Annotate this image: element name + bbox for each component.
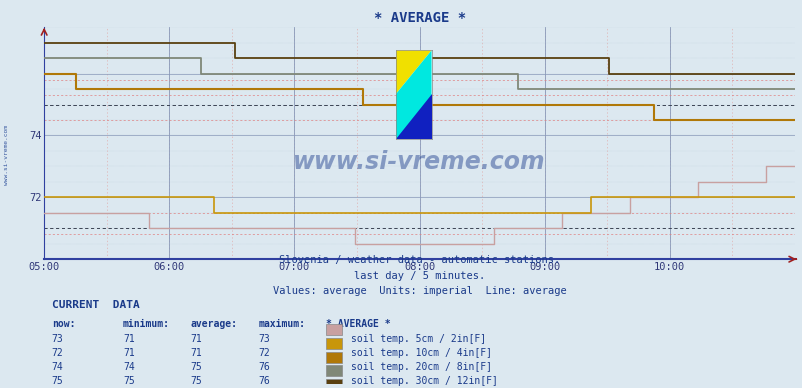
Text: * AVERAGE *: * AVERAGE * — [326, 319, 390, 329]
Text: 72: 72 — [257, 348, 269, 358]
Bar — [326, 352, 342, 363]
Text: last day / 5 minutes.: last day / 5 minutes. — [354, 271, 484, 281]
Text: 75: 75 — [190, 376, 202, 386]
Text: CURRENT  DATA: CURRENT DATA — [51, 300, 140, 310]
Text: 72: 72 — [51, 348, 63, 358]
Text: 71: 71 — [123, 348, 135, 358]
Text: 71: 71 — [123, 334, 135, 345]
Text: 74: 74 — [123, 362, 135, 372]
Text: 73: 73 — [51, 334, 63, 345]
Bar — [326, 379, 342, 388]
Text: Values: average  Units: imperial  Line: average: Values: average Units: imperial Line: av… — [273, 286, 565, 296]
Text: soil temp. 20cm / 8in[F]: soil temp. 20cm / 8in[F] — [350, 362, 492, 372]
Text: now:: now: — [51, 319, 75, 329]
Text: 76: 76 — [257, 362, 269, 372]
Text: 75: 75 — [51, 376, 63, 386]
Text: soil temp. 30cm / 12in[F]: soil temp. 30cm / 12in[F] — [350, 376, 497, 386]
Text: soil temp. 10cm / 4in[F]: soil temp. 10cm / 4in[F] — [350, 348, 492, 358]
Text: 74: 74 — [51, 362, 63, 372]
Text: www.si-vreme.com: www.si-vreme.com — [293, 150, 545, 174]
Text: minimum:: minimum: — [123, 319, 170, 329]
Bar — [326, 365, 342, 376]
Text: 71: 71 — [190, 334, 202, 345]
Text: 71: 71 — [190, 348, 202, 358]
Title: * AVERAGE *: * AVERAGE * — [373, 10, 465, 24]
Text: 75: 75 — [190, 362, 202, 372]
Text: soil temp. 5cm / 2in[F]: soil temp. 5cm / 2in[F] — [350, 334, 486, 345]
Text: 73: 73 — [257, 334, 269, 345]
Bar — [326, 324, 342, 335]
Text: Slovenia / weather data - automatic stations.: Slovenia / weather data - automatic stat… — [278, 255, 560, 265]
Text: average:: average: — [190, 319, 237, 329]
Bar — [326, 338, 342, 349]
Text: maximum:: maximum: — [257, 319, 305, 329]
Text: www.si-vreme.com: www.si-vreme.com — [4, 125, 9, 185]
Text: 76: 76 — [257, 376, 269, 386]
Text: 75: 75 — [123, 376, 135, 386]
